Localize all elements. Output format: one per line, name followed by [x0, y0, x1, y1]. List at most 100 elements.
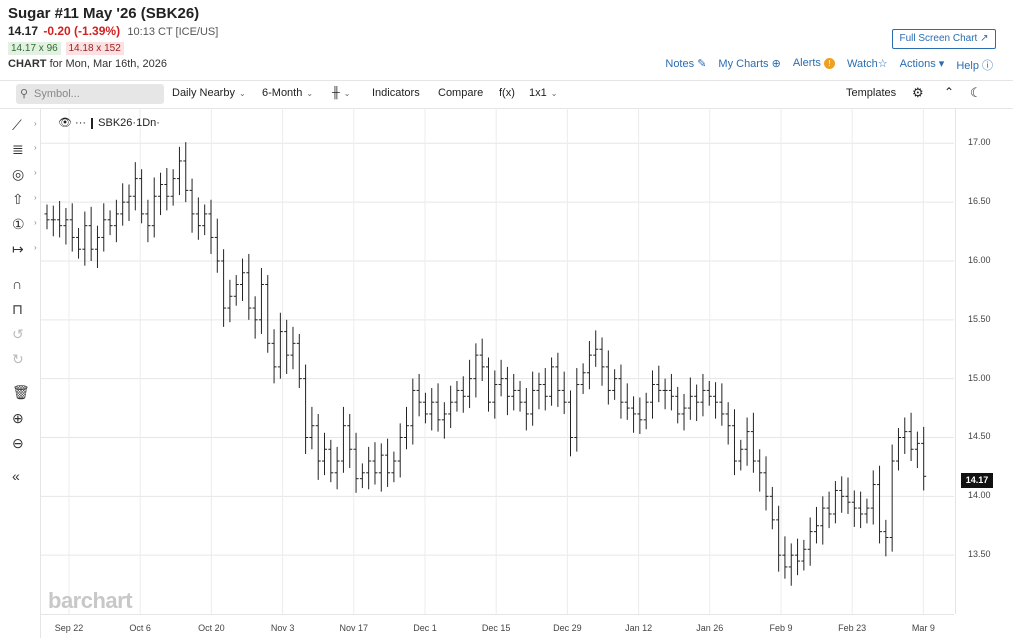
y-tick-label: 14.50	[968, 431, 991, 442]
ohlc-bar	[826, 491, 832, 529]
chevron-down-icon: ⌄	[343, 89, 351, 98]
ohlc-bar	[498, 359, 504, 397]
dark-mode-icon[interactable]: ☾	[970, 85, 982, 100]
ohlc-bar	[82, 211, 88, 266]
actions-menu[interactable]: Actions ▾	[900, 57, 945, 73]
ohlc-bar	[252, 296, 258, 339]
ohlc-bar	[631, 396, 637, 433]
range-label: 6-Month	[262, 87, 303, 99]
ohlc-bar	[94, 225, 100, 269]
ohlc-bar	[921, 426, 927, 491]
ohlc-bar	[637, 397, 643, 434]
ohlc-bar	[776, 505, 782, 572]
ohlc-bar	[132, 162, 138, 211]
alerts-link[interactable]: Alerts !	[793, 57, 835, 73]
question-icon: ⓘ	[982, 60, 993, 72]
ohlc-bar	[385, 438, 391, 487]
compare-button[interactable]: Compare	[438, 87, 484, 99]
ohlc-bar	[839, 476, 845, 513]
ohlc-bar	[347, 413, 353, 469]
function-button[interactable]: f(x)	[499, 87, 515, 99]
more-icon[interactable]: ···	[75, 117, 87, 129]
symbol-search-input[interactable]: ⚲ Symbol...	[16, 84, 164, 104]
date-axis[interactable]: Sep 22 Oct 6 Oct 20 Nov 3 Nov 17 Dec 1 Dec 15 D…	[41, 614, 954, 639]
ohlc-bar	[763, 456, 769, 511]
ohlc-bar	[454, 381, 460, 412]
ohlc-bar	[706, 381, 712, 406]
ohlc-bar	[536, 372, 542, 410]
watch-label: Watch	[847, 58, 878, 70]
y-tick-label: 15.00	[968, 372, 991, 383]
measure-tool-icon[interactable]: ↦ ›	[12, 241, 37, 257]
ohlc-bar-icon: ╫	[332, 87, 340, 99]
fib-tool-icon[interactable]: ≣ ›	[12, 141, 37, 157]
ohlc-bar	[586, 340, 592, 390]
undo-icon[interactable]: ↺	[12, 326, 24, 342]
ohlc-bar	[870, 470, 876, 525]
notes-link[interactable]: Notes ✎	[665, 57, 706, 73]
price-chart[interactable]	[41, 108, 954, 614]
alert-icon: !	[824, 57, 835, 69]
plus-circle-icon: ⊕	[771, 58, 781, 70]
ohlc-bar	[719, 383, 725, 426]
annotation-tool-icon[interactable]: ① ›	[12, 216, 37, 232]
ohlc-bar	[851, 490, 857, 527]
collapse-toolbar-icon[interactable]: «	[12, 468, 20, 484]
ohlc-bar	[675, 386, 681, 424]
my-charts-link[interactable]: My Charts ⊕	[718, 57, 780, 73]
zoom-out-icon[interactable]: ⊖	[12, 435, 24, 451]
settings-gear-icon[interactable]: ⚙	[912, 85, 924, 100]
alerts-label: Alerts	[792, 57, 821, 69]
range-dropdown[interactable]: 6-Month ⌄	[262, 87, 313, 99]
ohlc-bar	[858, 491, 864, 529]
ohlc-bar	[795, 538, 801, 576]
templates-button[interactable]: Templates	[846, 87, 897, 99]
indicators-button[interactable]: Indicators	[372, 87, 420, 99]
bar-type-dropdown[interactable]: ╫ ⌄	[332, 87, 351, 99]
ohlc-bar	[145, 199, 151, 243]
price-axis[interactable]: 17.00 16.50 16.00 15.50 15.00 14.50 14.00 13.50	[955, 108, 1013, 614]
ohlc-bar	[101, 203, 107, 252]
redo-icon[interactable]: ↻	[12, 351, 24, 367]
series-color-swatch	[91, 117, 94, 129]
eye-icon[interactable]: 👁	[58, 117, 72, 129]
ohlc-bar	[170, 169, 176, 206]
layout-dropdown[interactable]: 1x1 ⌄	[529, 87, 557, 99]
ohlc-bar	[486, 357, 491, 412]
ohlc-bar	[605, 350, 611, 405]
ohlc-bar	[700, 373, 706, 417]
ohlc-bar	[681, 393, 687, 431]
arrow-tool-icon[interactable]: ⇧ ›	[12, 191, 37, 207]
ohlc-bar	[416, 373, 422, 417]
zoom-in-icon[interactable]: ⊕	[12, 410, 24, 426]
shape-tool-icon[interactable]: ◎ ›	[12, 166, 37, 182]
ohlc-bar	[612, 369, 618, 400]
trendline-tool-icon[interactable]: ⟋ ›	[12, 117, 37, 133]
ohlc-bar	[214, 218, 220, 273]
y-tick-label: 13.50	[968, 549, 991, 560]
ohlc-bar	[580, 363, 586, 394]
ohlc-bar	[63, 208, 69, 245]
unlock-icon[interactable]: ⊓	[12, 301, 23, 317]
ohlc-bar	[807, 517, 813, 566]
ohlc-bar	[164, 168, 170, 211]
ohlc-bar	[372, 442, 378, 485]
chart-toolbar: ⚲ Symbol... Daily Nearby ⌄ 6-Month ⌄ ╫ ⌄ In…	[0, 80, 1013, 109]
watch-link[interactable]: Watch☆	[847, 57, 888, 73]
x-tick-label: Jan 26	[696, 623, 724, 633]
ohlc-bar	[460, 376, 466, 413]
collapse-up-icon[interactable]: ⌃	[944, 85, 955, 99]
help-link[interactable]: Help ⓘ	[956, 57, 993, 73]
magnet-icon[interactable]: ∩	[12, 276, 23, 292]
ohlc-bar	[397, 423, 403, 478]
x-tick-label: Feb 23	[838, 623, 867, 633]
chart-canvas[interactable]	[41, 108, 954, 614]
ohlc-bar	[864, 498, 870, 524]
ohlc-bar	[195, 197, 201, 240]
trash-icon[interactable]: 🗑	[12, 384, 30, 400]
ohlc-bar	[902, 417, 908, 454]
period-dropdown[interactable]: Daily Nearby ⌄	[172, 87, 246, 99]
ohlc-bar	[788, 543, 794, 586]
fullscreen-chart-button[interactable]: Full Screen Chart ↗	[892, 29, 996, 49]
x-tick-label: Oct 6	[129, 623, 151, 633]
